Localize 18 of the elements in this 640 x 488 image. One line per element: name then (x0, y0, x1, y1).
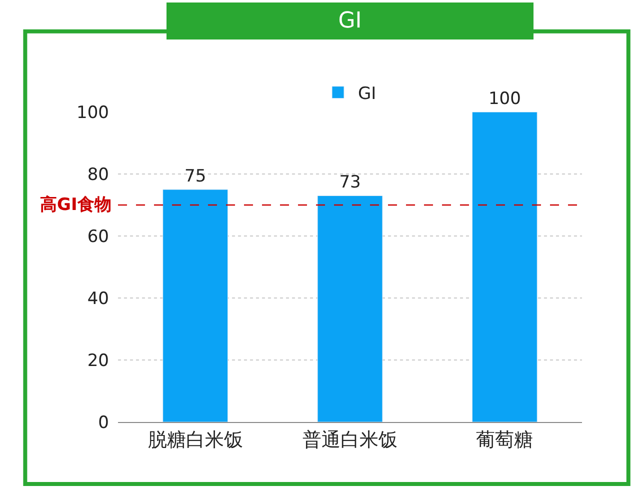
bar (162, 189, 228, 422)
chart-title: GI (338, 8, 362, 34)
y-tick-label: 0 (98, 412, 109, 433)
y-tick-label: 40 (87, 288, 109, 309)
y-tick-label: 80 (87, 164, 109, 185)
data-label: 73 (339, 172, 361, 193)
x-tick-label: 葡萄糖 (476, 428, 534, 451)
y-tick-label: 60 (87, 226, 109, 247)
legend-label: GI (358, 84, 376, 104)
bar (472, 112, 538, 422)
ref-line-label: 高GI食物 (40, 195, 112, 215)
y-tick-label: 100 (76, 102, 109, 123)
data-label: 75 (184, 166, 206, 186)
y-tick-label: 20 (87, 350, 109, 371)
bar (317, 195, 383, 422)
data-label: 100 (488, 89, 521, 109)
x-tick-label: 普通白米饭 (302, 428, 398, 451)
x-tick-label: 脱糖白米饭 (148, 428, 243, 451)
